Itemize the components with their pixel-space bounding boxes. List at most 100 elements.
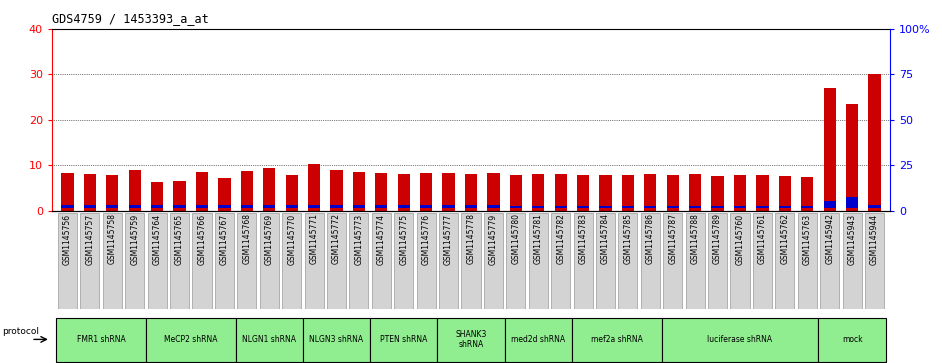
Bar (819, 318, 885, 362)
Text: GSM1145759: GSM1145759 (130, 213, 139, 265)
Bar (263, 205, 275, 208)
Bar (532, 174, 544, 211)
Bar (103, 212, 122, 309)
Bar (622, 175, 634, 211)
Bar (801, 176, 813, 211)
Bar (171, 212, 189, 309)
Bar (308, 164, 320, 211)
Bar (84, 174, 96, 211)
Bar (644, 174, 657, 211)
Text: GSM1145776: GSM1145776 (422, 213, 430, 265)
Text: mock: mock (842, 335, 862, 344)
Text: GSM1145777: GSM1145777 (444, 213, 453, 265)
Bar (285, 175, 298, 211)
Text: GSM1145766: GSM1145766 (198, 213, 206, 265)
Bar (599, 175, 611, 211)
Text: GSM1145782: GSM1145782 (556, 213, 565, 264)
Bar (574, 212, 593, 309)
Bar (869, 73, 881, 211)
Bar (551, 212, 570, 309)
Bar (823, 201, 836, 208)
Bar (823, 88, 836, 211)
Bar (331, 170, 343, 211)
Bar (618, 212, 638, 309)
Bar (151, 182, 163, 211)
Bar (577, 175, 590, 211)
Text: GSM1145757: GSM1145757 (86, 213, 94, 265)
Text: FMR1 shRNA: FMR1 shRNA (76, 335, 125, 344)
Text: GSM1145787: GSM1145787 (668, 213, 677, 265)
Bar (599, 206, 611, 208)
Text: GSM1145779: GSM1145779 (489, 213, 498, 265)
Bar (487, 205, 499, 208)
Text: GSM1145760: GSM1145760 (736, 213, 744, 265)
Bar (577, 206, 590, 208)
Text: GSM1145772: GSM1145772 (332, 213, 341, 265)
Bar (84, 205, 96, 208)
Bar (555, 206, 567, 208)
Bar (129, 170, 141, 211)
Bar (667, 175, 679, 211)
Text: GSM1145788: GSM1145788 (690, 213, 700, 264)
Bar (865, 212, 884, 309)
Bar (443, 205, 455, 208)
Bar (58, 212, 77, 309)
Bar (80, 212, 100, 309)
Bar (464, 205, 478, 208)
Text: SHANK3
shRNA: SHANK3 shRNA (455, 330, 487, 349)
Bar (394, 212, 414, 309)
Bar (331, 205, 343, 208)
Text: protocol: protocol (3, 327, 40, 336)
Bar (236, 318, 303, 362)
Bar (106, 205, 119, 208)
Text: GSM1145944: GSM1145944 (870, 213, 879, 265)
Bar (689, 206, 702, 208)
Text: NLGN3 shRNA: NLGN3 shRNA (309, 335, 364, 344)
Bar (57, 318, 146, 362)
Text: GSM1145767: GSM1145767 (219, 213, 229, 265)
Text: GSM1145765: GSM1145765 (175, 213, 184, 265)
Bar (285, 205, 298, 208)
Bar (820, 212, 839, 309)
Bar (510, 206, 522, 208)
Bar (686, 212, 705, 309)
Bar (106, 175, 119, 211)
Text: GSM1145771: GSM1145771 (310, 213, 318, 265)
Bar (303, 318, 370, 362)
Text: GSM1145763: GSM1145763 (803, 213, 812, 265)
Text: GSM1145784: GSM1145784 (601, 213, 610, 265)
Bar (667, 206, 679, 208)
Bar (661, 318, 819, 362)
Bar (260, 212, 279, 309)
Bar (61, 173, 73, 211)
Text: GSM1145758: GSM1145758 (107, 213, 117, 265)
Bar (775, 212, 794, 309)
Bar (370, 318, 437, 362)
Bar (484, 212, 503, 309)
Text: GSM1145789: GSM1145789 (713, 213, 723, 265)
Bar (125, 212, 144, 309)
Bar (375, 205, 387, 208)
Bar (572, 318, 661, 362)
Bar (734, 206, 746, 208)
Bar (372, 212, 391, 309)
Bar (689, 174, 702, 211)
Text: GSM1145942: GSM1145942 (825, 213, 835, 265)
Text: GSM1145764: GSM1145764 (153, 213, 162, 265)
Text: GSM1145769: GSM1145769 (265, 213, 274, 265)
Bar (439, 212, 458, 309)
Bar (641, 212, 659, 309)
Bar (237, 212, 256, 309)
Bar (506, 212, 526, 309)
Bar (349, 212, 368, 309)
Bar (779, 176, 791, 211)
Bar (708, 212, 727, 309)
Bar (61, 205, 73, 208)
Bar (462, 212, 480, 309)
Bar (263, 168, 275, 211)
Text: GSM1145781: GSM1145781 (534, 213, 543, 264)
Bar (487, 173, 499, 211)
Text: GSM1145770: GSM1145770 (287, 213, 296, 265)
Bar (596, 212, 615, 309)
Bar (146, 318, 236, 362)
